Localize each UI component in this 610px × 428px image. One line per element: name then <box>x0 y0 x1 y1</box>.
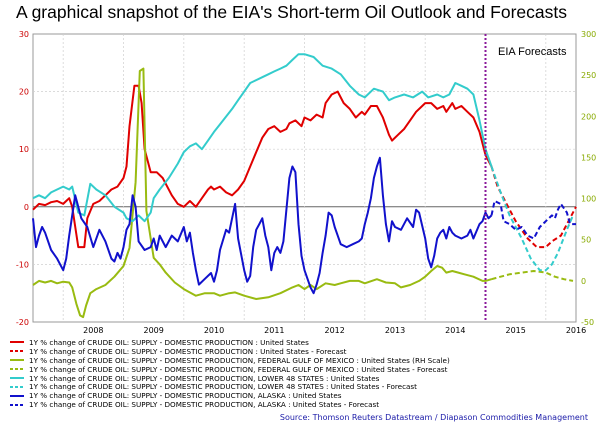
legend-item: 1Y % change of CRUDE OIL: SUPPLY - DOMES… <box>10 382 600 391</box>
right-axis-tick-label: 200 <box>581 112 596 121</box>
legend-label: 1Y % change of CRUDE OIL: SUPPLY - DOMES… <box>29 337 309 347</box>
legend-swatch <box>10 368 24 371</box>
series-line <box>32 53 493 223</box>
left-axis-tick-label: 0 <box>24 203 29 212</box>
legend-label: 1Y % change of CRUDE OIL: SUPPLY - DOMES… <box>29 382 417 392</box>
series-line <box>32 67 492 319</box>
legend-swatch <box>10 394 24 397</box>
legend-label: 1Y % change of CRUDE OIL: SUPPLY - DOMES… <box>29 346 347 356</box>
legend-item: 1Y % change of CRUDE OIL: SUPPLY - DOMES… <box>10 356 600 365</box>
forecast-annotation: EIA Forecasts <box>498 46 567 58</box>
x-axis-tick-label: 2014 <box>445 326 465 335</box>
chart-series <box>32 53 577 319</box>
series-line <box>490 166 574 272</box>
legend-swatch <box>10 385 24 388</box>
x-axis-tick-label: 2011 <box>264 326 284 335</box>
legend-swatch <box>10 341 24 344</box>
right-axis-tick-label: 250 <box>581 71 596 80</box>
left-axis-tick-label: -10 <box>16 260 29 269</box>
series-line <box>490 200 576 240</box>
x-axis-tick-label: 2008 <box>83 326 103 335</box>
left-axis-tick-label: 20 <box>19 88 29 97</box>
legend-item: 1Y % change of CRUDE OIL: SUPPLY - DOMES… <box>10 391 600 400</box>
right-axis-tick-label: 50 <box>581 236 591 245</box>
right-axis-tick-label: 0 <box>581 277 586 286</box>
source-note: Source: Thomson Reuters Datastream / Dia… <box>279 413 588 422</box>
legend-swatch <box>10 359 24 362</box>
legend-label: 1Y % change of CRUDE OIL: SUPPLY - DOMES… <box>29 391 342 401</box>
legend-item: 1Y % change of CRUDE OIL: SUPPLY - DOMES… <box>10 365 600 374</box>
forecast-marker: EIA Forecasts <box>484 34 567 322</box>
x-axis-tick-label: 2012 <box>324 326 344 335</box>
chart-title: A graphical snapshot of the EIA's Short-… <box>16 2 567 22</box>
legend-label: 1Y % change of CRUDE OIL: SUPPLY - DOMES… <box>29 364 448 374</box>
x-axis-tick-label: 2015 <box>505 326 525 335</box>
legend-item: 1Y % change of CRUDE OIL: SUPPLY - DOMES… <box>10 400 600 409</box>
legend-label: 1Y % change of CRUDE OIL: SUPPLY - DOMES… <box>29 373 380 383</box>
right-axis-tick-label: 150 <box>581 153 596 162</box>
right-axis-tick-label: -50 <box>581 318 594 327</box>
x-axis-tick-label: 2013 <box>385 326 405 335</box>
legend-swatch <box>10 403 24 406</box>
left-axis-tick-label: -20 <box>16 318 29 327</box>
legend-label: 1Y % change of CRUDE OIL: SUPPLY - DOMES… <box>29 400 380 410</box>
series-line <box>491 270 574 282</box>
chart-legend: 1Y % change of CRUDE OIL: SUPPLY - DOMES… <box>10 338 600 409</box>
x-axis-tick-label: 2016 <box>566 326 586 335</box>
legend-item: 1Y % change of CRUDE OIL: SUPPLY - DOMES… <box>10 338 600 347</box>
left-axis-tick-label: 30 <box>19 30 29 39</box>
right-axis-tick-label: 100 <box>581 195 596 204</box>
x-axis-tick-label: 2010 <box>204 326 224 335</box>
legend-item: 1Y % change of CRUDE OIL: SUPPLY - DOMES… <box>10 347 600 356</box>
legend-item: 1Y % change of CRUDE OIL: SUPPLY - DOMES… <box>10 374 600 383</box>
x-axis-tick-label: 2009 <box>143 326 163 335</box>
legend-swatch <box>10 377 24 379</box>
legend-label: 1Y % change of CRUDE OIL: SUPPLY - DOMES… <box>29 355 450 365</box>
right-axis-tick-label: 300 <box>581 30 596 39</box>
series-line <box>32 84 493 249</box>
left-axis-tick-label: 10 <box>19 145 29 154</box>
series-line <box>32 156 493 295</box>
legend-swatch <box>10 350 24 353</box>
